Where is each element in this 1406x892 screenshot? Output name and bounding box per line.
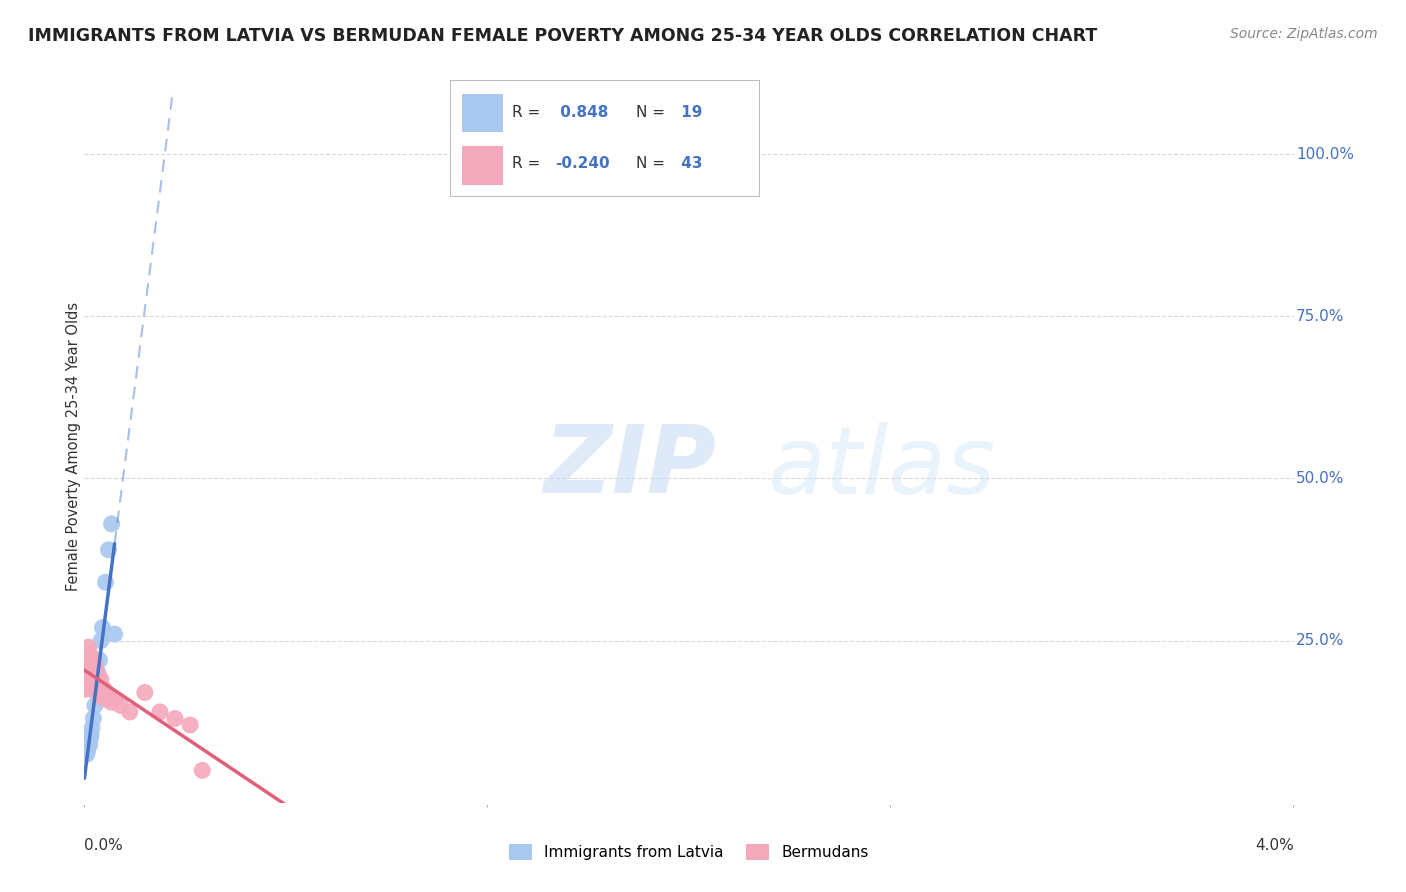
Point — [134, 685, 156, 699]
Point — [179, 718, 201, 732]
Point — [100, 695, 122, 709]
Text: ZIP: ZIP — [544, 421, 717, 514]
Point — [84, 698, 107, 713]
Text: atlas: atlas — [768, 422, 995, 513]
Point — [104, 692, 127, 706]
Point — [104, 627, 127, 641]
Point — [79, 647, 101, 661]
Point — [79, 738, 101, 752]
Point — [87, 679, 110, 693]
Point — [76, 659, 98, 673]
Text: R =: R = — [512, 156, 540, 171]
Text: 100.0%: 100.0% — [1296, 146, 1354, 161]
Point — [90, 673, 112, 687]
Point — [100, 516, 122, 531]
Point — [75, 681, 97, 695]
Point — [93, 682, 115, 697]
Point — [79, 663, 101, 677]
Point — [76, 744, 98, 758]
Point — [80, 653, 103, 667]
Point — [86, 669, 108, 683]
Point — [118, 705, 141, 719]
Text: 0.0%: 0.0% — [84, 838, 124, 854]
Point — [80, 666, 103, 681]
Point — [79, 675, 101, 690]
FancyBboxPatch shape — [463, 95, 502, 132]
Y-axis label: Female Poverty Among 25-34 Year Olds: Female Poverty Among 25-34 Year Olds — [66, 301, 80, 591]
Point — [82, 657, 104, 671]
Point — [76, 675, 98, 690]
Point — [86, 685, 108, 699]
Legend: Immigrants from Latvia, Bermudans: Immigrants from Latvia, Bermudans — [503, 838, 875, 866]
Point — [90, 633, 112, 648]
Point — [80, 669, 103, 683]
Text: 50.0%: 50.0% — [1296, 471, 1344, 486]
Text: R =: R = — [512, 105, 540, 120]
Point — [86, 679, 108, 693]
Point — [91, 685, 114, 699]
Point — [110, 698, 132, 713]
Text: IMMIGRANTS FROM LATVIA VS BERMUDAN FEMALE POVERTY AMONG 25-34 YEAR OLDS CORRELAT: IMMIGRANTS FROM LATVIA VS BERMUDAN FEMAL… — [28, 27, 1097, 45]
Point — [87, 666, 110, 681]
Point — [77, 734, 100, 748]
Point — [77, 649, 100, 664]
Point — [165, 711, 187, 725]
Text: 0.848: 0.848 — [555, 105, 609, 120]
Point — [79, 657, 101, 671]
Text: 19: 19 — [676, 105, 702, 120]
Point — [97, 542, 120, 557]
Point — [75, 682, 97, 697]
Point — [76, 666, 98, 681]
Point — [82, 666, 104, 681]
Point — [97, 689, 120, 703]
Point — [83, 669, 105, 683]
Point — [80, 728, 103, 742]
Point — [89, 689, 111, 703]
Point — [191, 764, 214, 778]
Point — [84, 657, 107, 671]
Point — [77, 669, 100, 683]
Text: N =: N = — [636, 105, 665, 120]
Text: N =: N = — [636, 156, 665, 171]
Point — [80, 721, 103, 735]
Point — [84, 663, 107, 677]
Text: 75.0%: 75.0% — [1296, 309, 1344, 324]
Text: -0.240: -0.240 — [555, 156, 610, 171]
FancyBboxPatch shape — [463, 146, 502, 185]
Text: 4.0%: 4.0% — [1254, 838, 1294, 854]
Point — [94, 575, 117, 590]
Point — [75, 669, 97, 683]
Point — [79, 731, 101, 745]
Point — [82, 711, 104, 725]
Text: 25.0%: 25.0% — [1296, 633, 1344, 648]
Point — [77, 740, 100, 755]
Point — [149, 705, 172, 719]
Point — [91, 621, 114, 635]
Point — [76, 657, 98, 671]
Text: 43: 43 — [676, 156, 702, 171]
Point — [89, 653, 111, 667]
Text: Source: ZipAtlas.com: Source: ZipAtlas.com — [1230, 27, 1378, 41]
Point — [87, 669, 110, 683]
Point — [77, 653, 100, 667]
Point — [77, 640, 100, 654]
Point — [94, 692, 117, 706]
Point — [76, 679, 98, 693]
Point — [76, 747, 98, 761]
